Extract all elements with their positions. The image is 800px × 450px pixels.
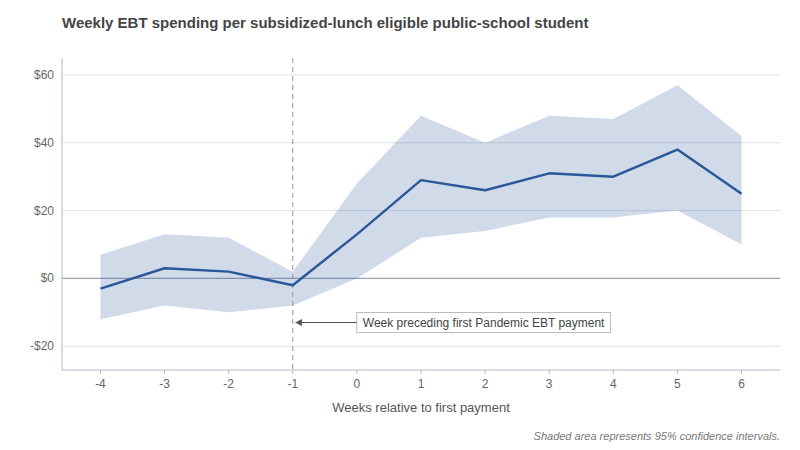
confidence-band	[100, 85, 741, 319]
chart-svg: Weekly EBT spending per subsidized-lunch…	[0, 0, 800, 450]
x-tick	[677, 370, 678, 374]
x-tick	[421, 370, 422, 374]
plot-data	[100, 58, 741, 370]
x-tick	[741, 370, 742, 374]
x-tick	[292, 370, 293, 374]
annotation-arrow	[296, 322, 357, 323]
x-tick	[485, 370, 486, 374]
annotation: Week preceding first Pandemic EBT paymen…	[296, 313, 611, 333]
x-tick	[613, 370, 614, 374]
x-tick	[228, 370, 229, 374]
x-tick-label: 3	[546, 377, 553, 391]
x-tick-label: -4	[95, 377, 106, 391]
x-tick-label: -3	[159, 377, 170, 391]
annotation-box	[357, 313, 611, 333]
x-tick-label: 2	[482, 377, 489, 391]
y-tick-label: $40	[34, 136, 54, 150]
x-tick-label: -2	[223, 377, 234, 391]
annotation-text: Week preceding first Pandemic EBT paymen…	[363, 316, 605, 330]
x-tick-label: 1	[418, 377, 425, 391]
y-tick-label: $20	[34, 204, 54, 218]
x-tick-label: 6	[738, 377, 745, 391]
x-tick	[164, 370, 165, 374]
title: Weekly EBT spending per subsidized-lunch…	[62, 14, 588, 31]
chart-container: Weekly EBT spending per subsidized-lunch…	[0, 0, 800, 450]
x-tick-label: -1	[287, 377, 298, 391]
reference-line	[292, 58, 293, 370]
x-tick	[356, 370, 357, 374]
x-tick-label: 4	[610, 377, 617, 391]
x-tick-label: 5	[674, 377, 681, 391]
footnote: Shaded area represents 95% confidence in…	[534, 430, 780, 442]
y-tick-label: $60	[34, 68, 54, 82]
y-tick-label: -$20	[30, 339, 54, 353]
grid-line	[62, 74, 780, 75]
x-tick	[549, 370, 550, 374]
line	[100, 150, 741, 289]
x-axis-label: Weeks relative to first payment	[332, 400, 510, 415]
grid	[62, 75, 780, 346]
x-tick-label: 0	[354, 377, 361, 391]
grid-line	[62, 346, 780, 347]
y-tick-label: $0	[41, 271, 55, 285]
x-tick	[100, 370, 101, 374]
y-axis-line	[62, 58, 63, 370]
